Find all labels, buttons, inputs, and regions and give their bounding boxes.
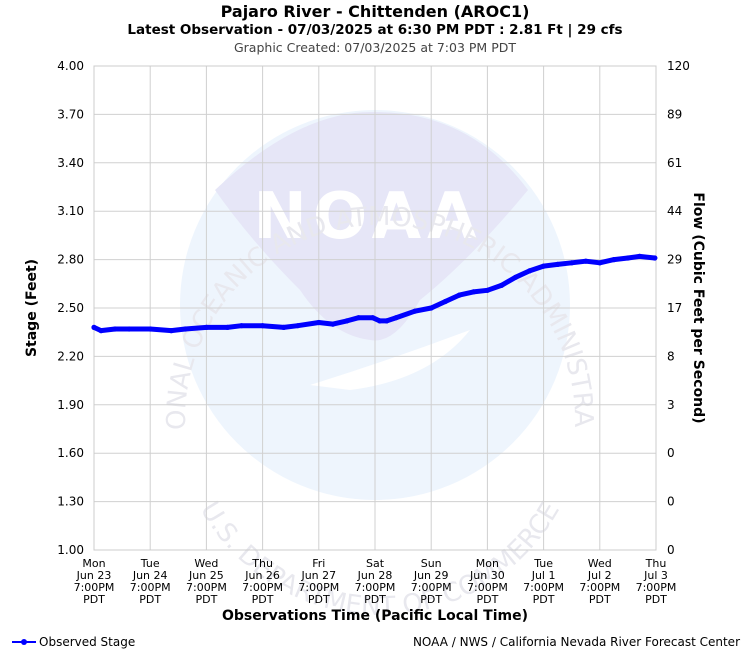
data-point <box>316 319 322 326</box>
data-point <box>555 261 561 267</box>
y2-tick-label: 0 <box>667 543 675 557</box>
data-point <box>377 318 383 324</box>
data-point <box>597 260 603 266</box>
y-tick-label: 3.10 <box>57 204 84 218</box>
x-tick-label: Wed Jul 2 7:00PM PDT <box>579 557 620 606</box>
noaa-logo-text: NOAA <box>253 180 482 254</box>
data-point <box>295 323 301 329</box>
x-tick-label: Tue Jun 24 7:00PM PDT <box>130 557 171 606</box>
data-point <box>583 258 589 264</box>
series-layer <box>91 253 658 334</box>
data-point <box>203 324 209 330</box>
y-tick-label: 2.20 <box>57 349 84 363</box>
legend: Observed Stage <box>12 635 135 649</box>
data-point <box>569 260 575 266</box>
y2-tick-label: 29 <box>667 253 682 267</box>
data-point <box>182 326 188 332</box>
x-axis-label: Observations Time (Pacific Local Time) <box>222 608 528 624</box>
x-tick-label: Tue Jul 1 7:00PM PDT <box>523 557 564 606</box>
noaa-bird-icon <box>215 111 528 341</box>
plot-frame <box>93 65 657 551</box>
x-tick-label: Thu Jun 26 7:00PM PDT <box>242 557 283 606</box>
data-point <box>470 289 476 295</box>
data-point <box>428 305 434 311</box>
data-point <box>168 328 174 334</box>
x-tick-label: Wed Jun 25 7:00PM PDT <box>186 557 227 606</box>
x-tick-label: Fri Jun 27 7:00PM PDT <box>298 557 339 606</box>
y-tick-label: 1.30 <box>57 495 84 509</box>
x-tick-label: Thu Jul 3 7:00PM PDT <box>636 557 677 606</box>
y2-tick-label: 61 <box>667 156 682 170</box>
x-tick-label: Mon Jun 30 7:00PM PDT <box>467 557 508 606</box>
data-point <box>238 323 245 329</box>
data-point <box>412 308 418 314</box>
y2-tick-label: 8 <box>667 349 675 363</box>
data-point <box>498 282 504 288</box>
footer-credit: NOAA / NWS / California Nevada River For… <box>413 635 740 649</box>
latest-observation-subtitle: Latest Observation - 07/03/2025 at 6:30 … <box>127 22 622 38</box>
chart-title: Pajaro River - Chittenden (AROC1) <box>221 2 530 21</box>
y-tick-label: 2.80 <box>57 253 84 267</box>
legend-label-observed-stage: Observed Stage <box>39 635 135 649</box>
data-point <box>126 326 132 332</box>
x-tick-label: Mon Jun 23 7:00PM PDT <box>74 557 115 606</box>
y2-tick-label: 44 <box>667 204 682 218</box>
y-tick-label: 3.70 <box>57 107 84 121</box>
data-point <box>384 318 390 324</box>
legend-dot-marker <box>21 639 27 645</box>
grid-lines <box>93 65 657 551</box>
data-point <box>224 324 231 330</box>
data-point <box>611 257 617 263</box>
data-point <box>356 315 362 321</box>
noaa-watermark: NOAA NATIONAL OCEANIC AND ATMOSPHERIC AD… <box>0 0 598 622</box>
y2-axis-label: Flow (Cubic Feet per Second) <box>690 192 706 423</box>
x-tick-label: Sat Jun 28 7:00PM PDT <box>355 557 396 606</box>
noaa-wave-icon <box>310 330 470 390</box>
y-axis-ticks: 4.00 3.70 3.40 3.10 2.80 2.50 2.20 1.90 1.60 1.30… <box>57 59 84 557</box>
data-point <box>526 268 533 274</box>
data-point <box>260 323 266 329</box>
y-tick-label: 1.00 <box>57 543 84 557</box>
data-point <box>281 324 287 330</box>
y2-tick-label: 0 <box>667 495 675 509</box>
y-tick-label: 4.00 <box>57 59 84 73</box>
y2-tick-label: 3 <box>667 398 675 412</box>
data-point <box>112 326 118 332</box>
data-point <box>370 315 376 321</box>
data-point <box>147 326 153 332</box>
data-point <box>541 263 547 269</box>
y2-tick-label: 0 <box>667 446 675 460</box>
y2-tick-label: 120 <box>667 59 690 73</box>
data-point <box>393 315 399 321</box>
x-tick-label: Sun Jun 29 7:00PM PDT <box>411 557 452 606</box>
y2-tick-label: 17 <box>667 301 682 315</box>
y-axis-label: Stage (Feet) <box>24 259 40 357</box>
data-point <box>484 287 490 293</box>
x-axis-ticks: Mon Jun 23 7:00PM PDT Tue Jun 24 7:00PM PDT Wed J… <box>74 557 677 606</box>
y-tick-label: 2.50 <box>57 301 84 315</box>
data-point <box>344 318 350 324</box>
data-point <box>625 255 631 261</box>
data-point <box>442 298 448 305</box>
data-point <box>456 292 462 298</box>
data-point <box>512 274 519 280</box>
data-point <box>652 255 658 261</box>
y2-tick-label: 89 <box>667 107 682 121</box>
data-point <box>330 321 336 327</box>
data-point <box>637 253 643 259</box>
graphic-created-text: Graphic Created: 07/03/2025 at 7:03 PM P… <box>234 40 516 55</box>
y-tick-label: 3.40 <box>57 156 84 170</box>
y-tick-label: 1.60 <box>57 446 84 460</box>
data-point <box>98 328 104 334</box>
data-point <box>91 324 97 330</box>
y2-axis-ticks: 120 89 61 44 29 17 8 3 0 0 0 <box>667 59 690 557</box>
y-tick-label: 1.90 <box>57 398 84 412</box>
